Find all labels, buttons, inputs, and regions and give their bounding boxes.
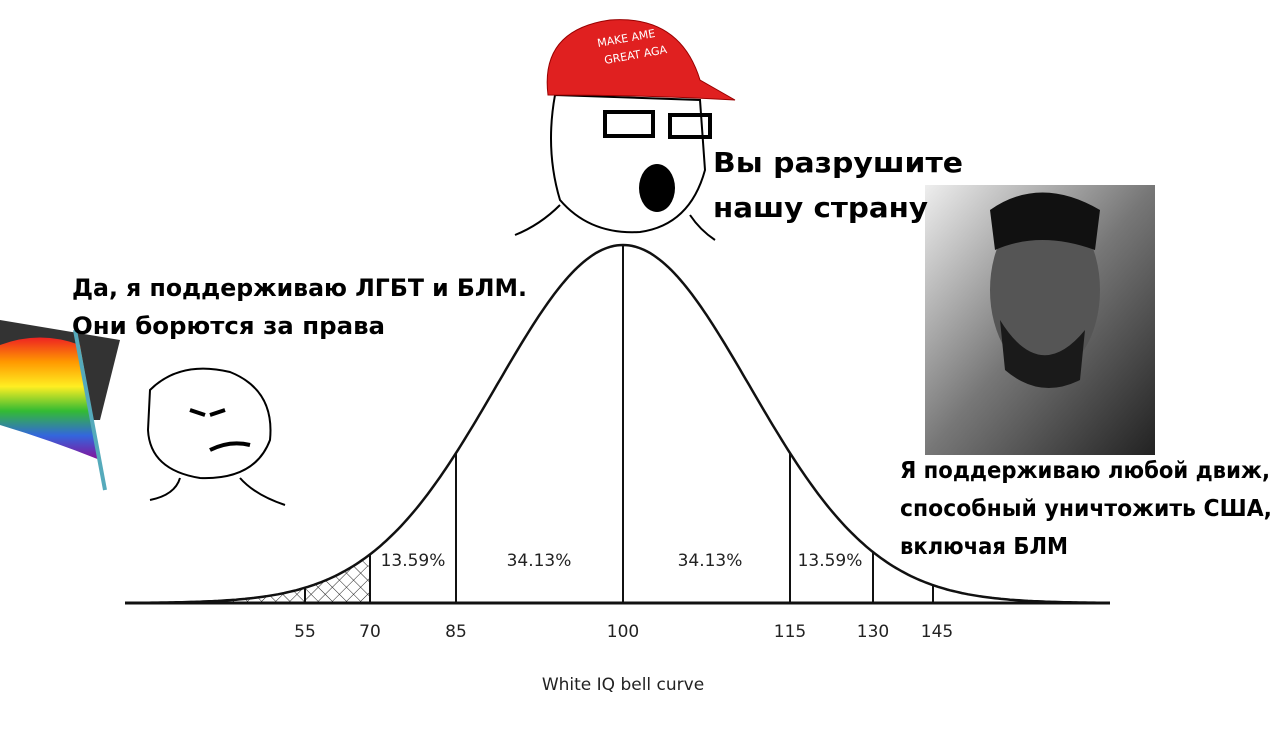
region-label: 13.59%	[798, 551, 863, 571]
region-label: 34.13%	[678, 551, 743, 571]
caption: Я поддерживаю любой движ,	[900, 458, 1270, 484]
region-label: 34.13%	[507, 551, 572, 571]
tick-label: 130	[857, 622, 889, 642]
tick-label: 85	[445, 622, 467, 642]
flag-wojak	[0, 320, 286, 506]
caption: Вы разрушите	[713, 146, 963, 179]
bell-curve: 55 70 85 100 115 130 145 13.59% 34.13% 34.13% 13.5…	[125, 243, 1110, 695]
tail-hatch	[125, 555, 370, 603]
chad-portrait	[925, 185, 1155, 455]
maga-soyjak: MAKE AME GREAT AGA	[514, 19, 736, 241]
tick-label: 115	[774, 622, 806, 642]
tick-label: 70	[359, 622, 381, 642]
caption: Они борются за права	[72, 312, 385, 340]
caption: Да, я поддерживаю ЛГБТ и БЛМ.	[72, 274, 527, 302]
curve-line	[125, 243, 1109, 605]
tick-label: 100	[607, 622, 639, 642]
curve-title: White IQ bell curve	[542, 675, 704, 695]
region-label: 13.59%	[381, 551, 446, 571]
tick-label: 145	[921, 622, 953, 642]
tick-label: 55	[294, 622, 316, 642]
caption: включая БЛМ	[900, 534, 1068, 560]
caption: способный уничтожить США,	[900, 496, 1272, 522]
caption: нашу страну	[713, 191, 928, 224]
